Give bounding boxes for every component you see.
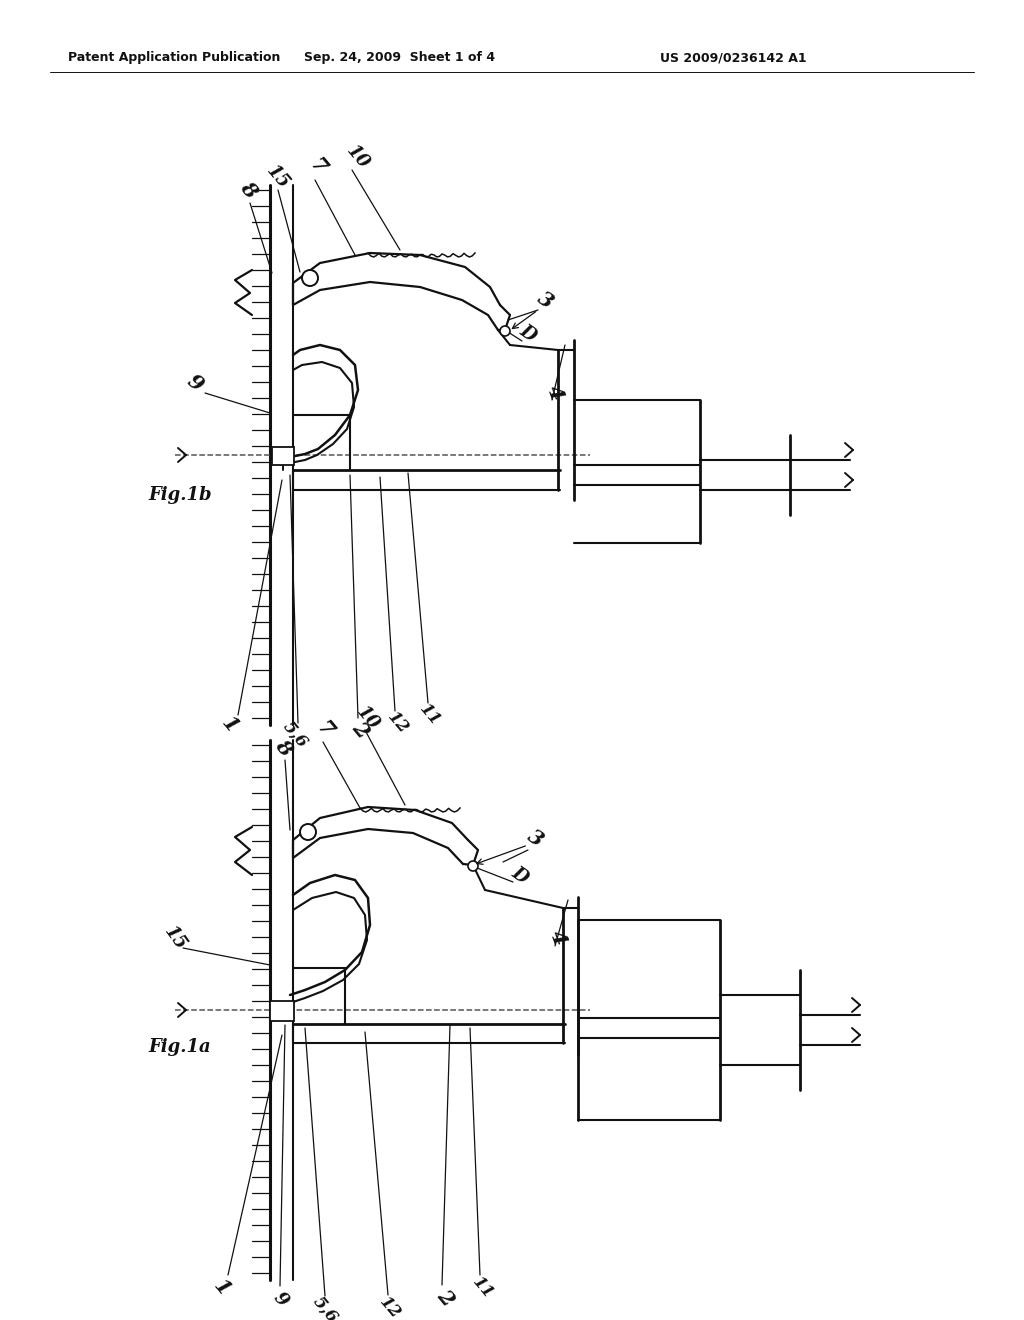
Text: D: D: [516, 321, 540, 345]
Text: 12: 12: [376, 1294, 404, 1320]
Text: 15: 15: [263, 161, 293, 193]
Text: 15: 15: [161, 923, 189, 953]
Text: 5,6: 5,6: [309, 1294, 341, 1320]
Text: 8: 8: [236, 178, 260, 202]
Text: 9: 9: [183, 371, 207, 395]
Text: 9: 9: [269, 1290, 291, 1311]
Bar: [270, 1001, 294, 1020]
Text: 7: 7: [312, 718, 337, 742]
Circle shape: [468, 861, 478, 871]
Text: D: D: [509, 863, 531, 887]
Text: 7: 7: [306, 154, 331, 180]
Bar: [272, 447, 294, 465]
Text: 10: 10: [343, 141, 373, 173]
Text: 5,6: 5,6: [280, 718, 311, 751]
Circle shape: [300, 824, 316, 840]
Text: Sep. 24, 2009  Sheet 1 of 4: Sep. 24, 2009 Sheet 1 of 4: [304, 51, 496, 65]
Text: 4: 4: [546, 928, 570, 948]
Text: 1: 1: [218, 713, 243, 737]
Text: 4: 4: [543, 383, 567, 403]
Text: 12: 12: [384, 709, 412, 738]
Text: 2: 2: [348, 718, 373, 742]
Circle shape: [302, 271, 318, 286]
Circle shape: [500, 326, 510, 337]
Text: 10: 10: [353, 702, 383, 734]
Text: 1: 1: [210, 1276, 234, 1300]
Text: Fig.1b: Fig.1b: [148, 486, 212, 504]
Text: 11: 11: [469, 1274, 497, 1303]
Text: 8: 8: [270, 737, 295, 760]
Text: 2: 2: [433, 1286, 458, 1309]
Text: 3: 3: [534, 288, 557, 313]
Text: US 2009/0236142 A1: US 2009/0236142 A1: [660, 51, 807, 65]
Text: 3: 3: [523, 825, 547, 850]
Text: 11: 11: [416, 701, 444, 730]
Text: Fig.1a: Fig.1a: [148, 1038, 211, 1056]
Text: Patent Application Publication: Patent Application Publication: [68, 51, 281, 65]
